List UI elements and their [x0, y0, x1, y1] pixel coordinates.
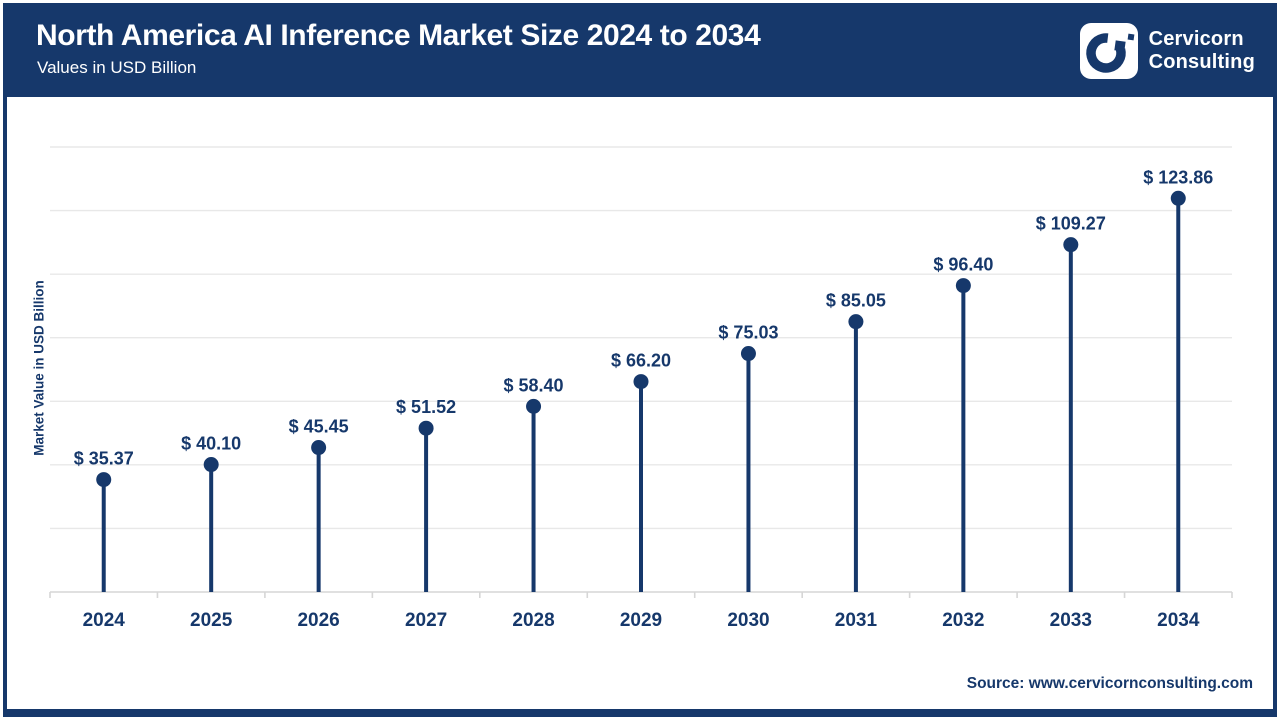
- x-axis-label-2034: 2034: [1157, 610, 1200, 631]
- x-axis-label-2031: 2031: [835, 610, 878, 631]
- cervicorn-logo-icon: [1079, 23, 1138, 79]
- value-label-2030: $ 75.03: [718, 323, 778, 343]
- value-label-2033: $ 109.27: [1036, 214, 1106, 234]
- x-axis-label-2027: 2027: [405, 610, 447, 631]
- point-2032: [955, 278, 971, 294]
- brand-name: Cervicorn Consulting: [1149, 28, 1255, 74]
- lollipop-chart: $ 35.37 2024 $ 40.10 2025 $ 45.45 2026 $ 51.52…: [49, 146, 1233, 631]
- point-2029: [633, 374, 649, 390]
- x-axis-label-2032: 2032: [942, 610, 984, 631]
- point-2030: [740, 346, 756, 362]
- x-axis-label-2028: 2028: [512, 610, 554, 631]
- page-title: North America AI Inference Market Size 2…: [36, 19, 761, 52]
- brand: Cervicorn Consulting: [1079, 20, 1255, 82]
- value-label-2025: $ 40.10: [181, 434, 241, 454]
- value-label-2032: $ 96.40: [933, 255, 993, 275]
- value-label-2031: $ 85.05: [826, 291, 886, 311]
- point-2026: [311, 440, 327, 456]
- point-2025: [203, 457, 219, 473]
- brand-line1: Cervicorn: [1148, 28, 1244, 50]
- value-label-2029: $ 66.20: [611, 351, 671, 371]
- value-label-2027: $ 51.52: [396, 397, 456, 417]
- x-axis-label-2029: 2029: [620, 610, 662, 631]
- point-2034: [1170, 190, 1186, 206]
- x-axis-label-2030: 2030: [727, 610, 769, 631]
- point-2028: [526, 398, 542, 414]
- value-label-2028: $ 58.40: [504, 375, 564, 395]
- point-2024: [96, 472, 112, 488]
- value-label-2026: $ 45.45: [289, 417, 349, 437]
- point-2027: [418, 420, 434, 436]
- header: North America AI Inference Market Size 2…: [7, 7, 1273, 97]
- value-label-2034: $ 123.86: [1143, 167, 1213, 187]
- point-2033: [1063, 237, 1079, 253]
- source-text: Source: www.cervicornconsulting.com: [966, 675, 1253, 692]
- page-subtitle: Values in USD Billion: [37, 58, 197, 77]
- brand-line2: Consulting: [1148, 51, 1255, 73]
- x-axis-label-2024: 2024: [83, 610, 126, 631]
- x-axis-label-2033: 2033: [1050, 610, 1092, 631]
- chart-frame: North America AI Inference Market Size 2…: [3, 3, 1277, 717]
- x-axis-label-2026: 2026: [297, 610, 339, 631]
- point-2031: [848, 314, 864, 330]
- x-axis-label-2025: 2025: [190, 610, 233, 631]
- value-label-2024: $ 35.37: [74, 449, 134, 469]
- chart-area: Market Value in USD Billion $ 35.37 2024 $…: [7, 97, 1273, 709]
